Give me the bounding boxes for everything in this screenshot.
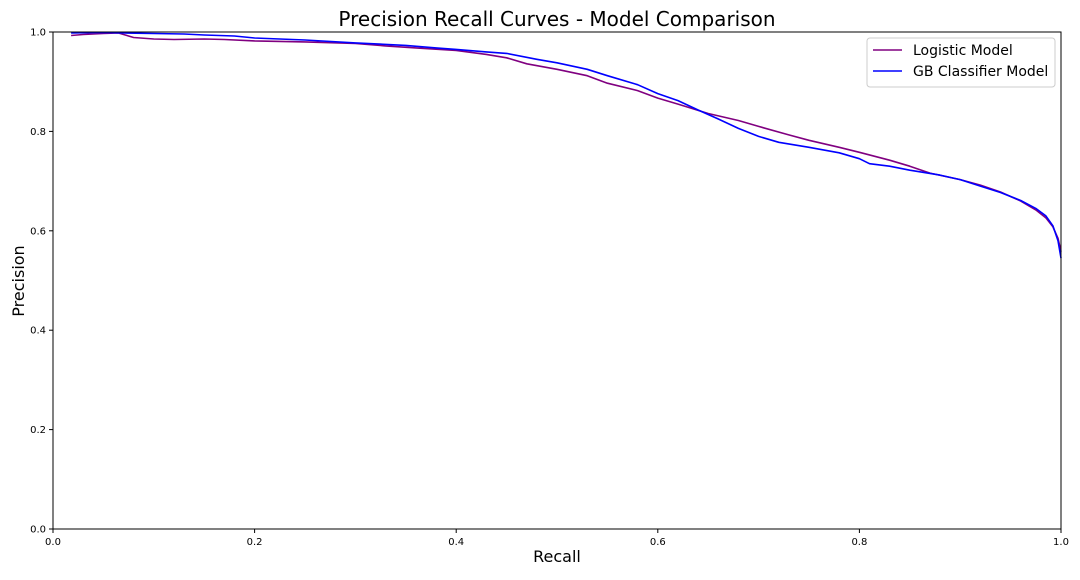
- series-line-logistic-model: [71, 32, 1062, 252]
- series-layer: [71, 31, 1062, 259]
- x-axis-label: Recall: [533, 547, 581, 566]
- x-tick-label: 0.0: [45, 537, 61, 548]
- series-line-gb-classifier-model: [71, 31, 1062, 259]
- x-tick-label: 0.4: [448, 537, 464, 548]
- legend-box: [866, 37, 1056, 88]
- legend-label-gb-classifier: GB Classifier Model: [913, 64, 1048, 80]
- x-tick-label: 1.0: [1053, 537, 1069, 548]
- y-tick-label: 0.2: [30, 425, 46, 436]
- y-tick-label: 0.8: [30, 127, 46, 138]
- legend-label-logistic: Logistic Model: [913, 43, 1013, 59]
- x-tick-label: 0.2: [247, 537, 263, 548]
- x-tick-label: 0.8: [851, 537, 867, 548]
- y-axis-label: Precision: [9, 245, 28, 316]
- y-tick-label: 0.4: [30, 326, 46, 337]
- y-tick-label: 1.0: [30, 28, 46, 39]
- y-tick-label: 0.6: [30, 226, 46, 237]
- chart-title: Precision Recall Curves - Model Comparis…: [338, 7, 775, 31]
- ticks-layer: 0.0 0.2 0.4 0.6 0.8 1.0 0.0 0.2 0.4 0.6 0.8 1.0: [30, 28, 1069, 549]
- plot-frame: [52, 31, 1062, 530]
- x-tick-label: 0.6: [650, 537, 666, 548]
- y-tick-label: 0.0: [30, 525, 46, 536]
- legend: Logistic Model GB Classifier Model: [866, 37, 1056, 88]
